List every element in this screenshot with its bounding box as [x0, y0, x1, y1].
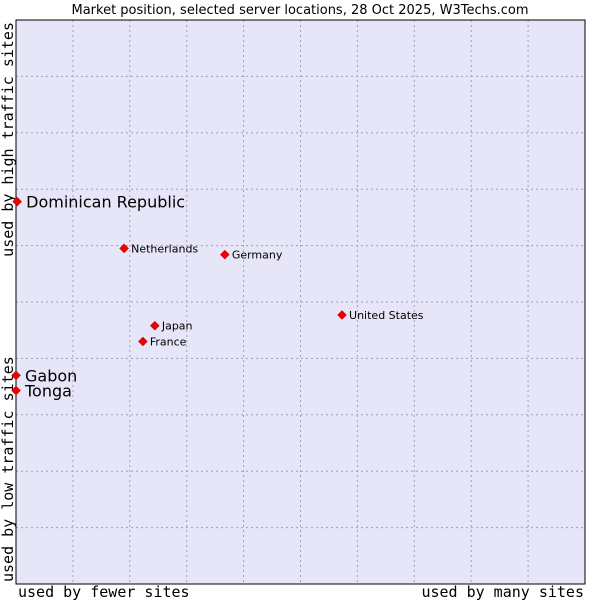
- point-label-united-states: United States: [349, 309, 424, 322]
- point-marker-netherlands: [119, 243, 129, 254]
- point-marker-germany: [219, 249, 230, 260]
- point-label-france: France: [150, 335, 187, 348]
- x-axis-label-right: used by many sites: [421, 583, 584, 600]
- point-marker-tonga: [11, 385, 21, 396]
- x-axis-label-left: used by fewer sites: [18, 583, 190, 600]
- point-label-tonga: Tonga: [24, 382, 72, 401]
- point-marker-japan: [149, 320, 160, 331]
- point-marker-gabon: [11, 370, 21, 381]
- grid-lines: [16, 20, 585, 584]
- point-label-germany: Germany: [232, 249, 283, 262]
- point-marker-dominican-republic: [12, 196, 22, 207]
- y-axis-label-top: used by high traffic sites: [0, 22, 17, 257]
- point-label-dominican-republic: Dominican Republic: [26, 193, 185, 212]
- data-points: Dominican Republic Netherlands Germany Unit…: [11, 193, 424, 401]
- point-label-gabon: Gabon: [25, 366, 77, 385]
- plot-border: [15, 19, 586, 585]
- point-label-netherlands: Netherlands: [131, 242, 198, 255]
- point-marker-france: [138, 336, 148, 347]
- point-marker-united-states: [337, 310, 347, 320]
- point-label-japan: Japan: [161, 320, 193, 333]
- y-axis-label-bottom: used by low traffic sites: [0, 356, 17, 582]
- chart-title: Market position, selected server locatio…: [71, 3, 528, 18]
